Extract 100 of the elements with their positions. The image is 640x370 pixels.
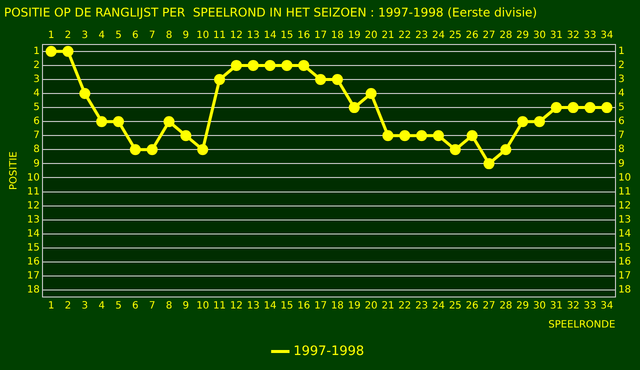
y2-tick-label: 6 [618,116,625,128]
point [180,130,192,142]
point [164,116,175,128]
x-tick-label: 6 [132,30,139,41]
y-tick-label: 10 [26,172,40,184]
x-tick-label: 31 [550,30,563,41]
y2-tick-label: 3 [618,74,625,86]
x2-tick-label: 18 [331,300,344,312]
x-tick-label: 3 [82,30,88,41]
x-tick-label: 20 [364,30,378,41]
y-tick-label: 17 [26,270,40,282]
point [315,74,326,85]
x-tick-label: 34 [600,30,614,41]
x2-tick-label: 24 [432,300,445,312]
point [62,46,74,57]
point [568,102,579,114]
x-tick-label: 16 [297,30,310,41]
x-tick-label: 18 [331,30,344,41]
x2-tick-label: 25 [448,300,462,312]
x-tick-label: 28 [499,30,512,41]
y2-tick-label: 2 [618,60,625,72]
point [584,102,596,114]
legend-label: 1997-1998 [293,344,364,359]
x2-tick-label: 14 [264,300,276,312]
x-tick-label: 12 [230,30,243,41]
y-tick-label: 18 [26,284,40,296]
y2-tick-label: 1 [618,46,625,58]
x-tick-label: 25 [448,30,462,41]
x2-tick-label: 21 [382,300,394,312]
point [483,158,494,170]
x-tick-label: 29 [516,30,530,41]
point [517,116,528,128]
x-tick-label: 13 [246,30,260,41]
x-tick-label: 4 [98,30,105,41]
y-tick-label: 11 [26,186,40,198]
x2-tick-label: 22 [398,300,412,312]
y-tick-label: 1 [33,46,40,58]
x-tick-label: 23 [415,30,428,41]
point [264,60,276,71]
x2-tick-label: 27 [482,300,496,312]
x-tick-label: 9 [182,30,190,41]
x2-tick-label: 6 [132,300,139,312]
y-tick-label: 16 [26,256,40,268]
x2-tick-label: 26 [466,300,479,312]
y-tick-label: 6 [33,116,40,128]
y-tick-label: 14 [26,228,40,240]
point [230,60,242,71]
y2-tick-label: 11 [618,186,632,198]
y2-tick-label: 8 [618,144,625,156]
x-tick-label: 17 [314,30,327,41]
point [332,74,343,85]
point [466,130,478,142]
point [298,60,310,71]
y2-tick-label: 16 [618,256,632,268]
x-tick-label: 15 [280,30,294,41]
x2-tick-label: 16 [297,300,310,312]
x2-tick-label: 23 [415,300,428,312]
point [382,130,394,142]
x2-tick-label: 2 [64,300,72,312]
y-tick-label: 3 [33,74,40,86]
x-tick-label: 5 [115,30,122,41]
x-axis-title: SPEELRONDE [548,320,616,331]
x-tick-label: 26 [466,30,479,41]
y-tick-label: 15 [26,242,40,254]
y-tick-label: 7 [33,130,40,142]
point [450,144,461,156]
x2-tick-label: 19 [348,300,361,312]
point [534,116,545,128]
x2-tick-label: 15 [280,300,294,312]
point [432,130,444,142]
x2-tick-label: 32 [566,300,580,312]
x2-tick-label: 13 [246,300,260,312]
point [416,130,428,142]
point [146,144,158,156]
x-tick-label: 11 [213,30,226,41]
x2-tick-label: 33 [584,300,596,312]
x2-tick-label: 11 [213,300,226,312]
y-tick-label: 5 [33,102,40,114]
point [96,116,108,128]
point [79,88,90,100]
y2-tick-label: 13 [618,214,632,226]
x-tick-label: 1 [48,30,54,41]
x-tick-label: 24 [432,30,445,41]
y-tick-label: 4 [33,88,40,100]
x2-tick-label: 29 [516,300,530,312]
point [399,130,410,142]
x2-tick-label: 28 [499,300,512,312]
y2-tick-label: 7 [618,130,625,142]
point [500,144,512,156]
x-tick-label: 33 [584,30,596,41]
x2-tick-label: 7 [148,300,156,312]
x2-tick-label: 17 [314,300,327,312]
x2-tick-label: 4 [98,300,105,312]
point [214,74,226,85]
x2-tick-label: 9 [182,300,190,312]
x-tick-label: 30 [533,30,546,41]
point [601,102,612,114]
x2-tick-label: 3 [82,300,88,312]
y-tick-label: 12 [26,200,40,212]
y-tick-label: 8 [33,144,40,156]
